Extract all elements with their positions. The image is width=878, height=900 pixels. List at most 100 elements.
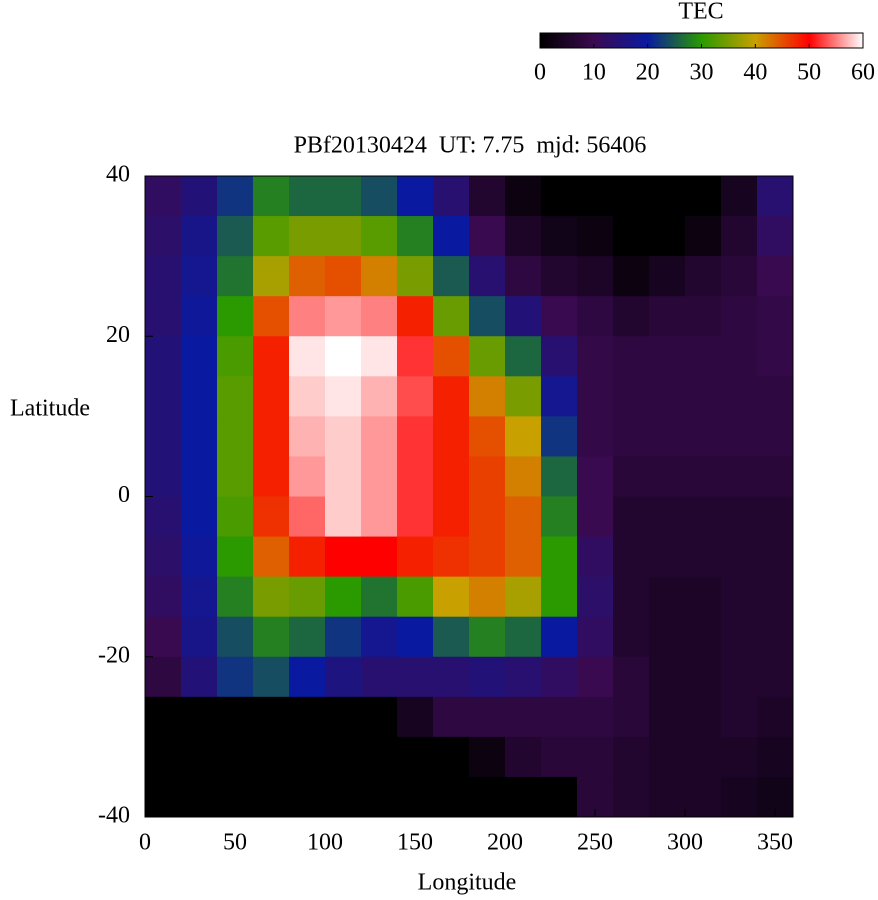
heatmap-cell [361, 736, 398, 778]
heatmap-cell [613, 256, 650, 297]
heatmap-cell [289, 216, 326, 257]
colorbar-tick-label: 20 [636, 60, 660, 86]
heatmap-cell [505, 416, 542, 457]
heatmap-cell [217, 416, 254, 457]
heatmap-cell [253, 376, 290, 417]
heatmap-cell [325, 736, 362, 778]
heatmap-cell [685, 296, 722, 337]
heatmap-cell [253, 336, 290, 377]
heatmap-cell [361, 696, 398, 738]
heatmap-cell [721, 616, 758, 658]
heatmap-cell [361, 616, 398, 658]
heatmap-cell [577, 216, 614, 257]
heatmap-cell [505, 696, 542, 738]
heatmap-cell [505, 776, 542, 818]
heatmap-cell [325, 496, 362, 538]
heatmap-cell [613, 416, 650, 457]
heatmap [145, 176, 794, 818]
heatmap-cell [685, 456, 722, 497]
heatmap-cell [397, 336, 434, 377]
heatmap-cell [469, 576, 506, 618]
heatmap-cell [577, 656, 614, 698]
heatmap-cell [721, 336, 758, 377]
heatmap-cell [469, 656, 506, 698]
heatmap-cell [757, 456, 794, 497]
colorbar-tick-label: 10 [582, 60, 606, 86]
x-tick-label: 350 [757, 830, 793, 856]
heatmap-cell [469, 296, 506, 337]
heatmap-cell [577, 496, 614, 538]
heatmap-cell [253, 456, 290, 497]
heatmap-cell [325, 456, 362, 497]
heatmap-cell [433, 416, 470, 457]
heatmap-cell [361, 576, 398, 618]
heatmap-cell [433, 296, 470, 337]
heatmap-cell [649, 616, 686, 658]
heatmap-cell [685, 376, 722, 417]
heatmap-cell [361, 296, 398, 337]
colorbar-title: TEC [678, 0, 723, 25]
heatmap-cell [685, 656, 722, 698]
heatmap-cell [181, 696, 218, 738]
heatmap-cell [541, 336, 578, 377]
heatmap-cell [541, 456, 578, 497]
heatmap-cell [541, 656, 578, 698]
colorbar-tick-label: 40 [743, 60, 767, 86]
heatmap-cell [649, 456, 686, 497]
heatmap-cell [577, 336, 614, 377]
heatmap-cell [217, 176, 254, 217]
heatmap-cell [505, 456, 542, 497]
heatmap-cell [325, 536, 362, 578]
heatmap-cell [325, 336, 362, 377]
heatmap-cell [541, 776, 578, 818]
heatmap-cell [613, 616, 650, 658]
heatmap-cell [217, 216, 254, 257]
heatmap-cell [505, 656, 542, 698]
heatmap-cell [685, 696, 722, 738]
heatmap-cell [325, 696, 362, 738]
heatmap-cell [757, 416, 794, 457]
heatmap-cell [217, 496, 254, 538]
heatmap-cell [757, 576, 794, 618]
heatmap-cell [433, 696, 470, 738]
heatmap-cell [217, 296, 254, 337]
heatmap-cell [685, 216, 722, 257]
heatmap-cell [577, 176, 614, 217]
heatmap-cell [145, 776, 182, 818]
heatmap-cell [397, 416, 434, 457]
heatmap-cell [433, 736, 470, 778]
heatmap-cell [145, 696, 182, 738]
heatmap-cell [217, 736, 254, 778]
heatmap-cell [145, 336, 182, 377]
heatmap-cell [469, 616, 506, 658]
heatmap-cell [181, 176, 218, 217]
heatmap-cell [721, 256, 758, 297]
heatmap-cell [649, 696, 686, 738]
heatmap-cell [325, 616, 362, 658]
heatmap-cell [145, 456, 182, 497]
heatmap-cell [685, 616, 722, 658]
heatmap-cell [757, 296, 794, 337]
heatmap-cell [685, 336, 722, 377]
x-tick-label: 50 [223, 830, 247, 856]
heatmap-cell [397, 176, 434, 217]
heatmap-cell [577, 576, 614, 618]
heatmap-cell [721, 496, 758, 538]
heatmap-cell [181, 296, 218, 337]
heatmap-cell [721, 296, 758, 337]
heatmap-cell [721, 576, 758, 618]
y-tick-label: 20 [106, 322, 130, 348]
heatmap-cell [253, 256, 290, 297]
heatmap-cell [217, 536, 254, 578]
heatmap-cell [289, 496, 326, 538]
y-tick-label: 0 [118, 482, 130, 508]
heatmap-cell [469, 536, 506, 578]
heatmap-cell [217, 696, 254, 738]
y-axis-label: Latitude [10, 396, 90, 422]
heatmap-cell [253, 696, 290, 738]
heatmap-cell [613, 376, 650, 417]
heatmap-cell [757, 376, 794, 417]
heatmap-cell [217, 656, 254, 698]
heatmap-cell [649, 416, 686, 457]
heatmap-cell [433, 336, 470, 377]
